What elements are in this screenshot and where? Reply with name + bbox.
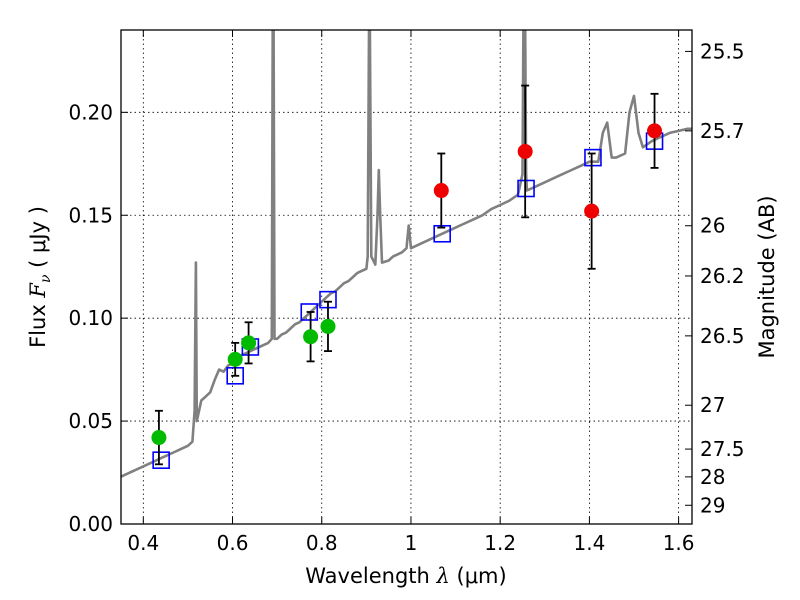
y-axis-title: Flux Fν ( μJy ) xyxy=(26,206,54,348)
x-tick-label: 1.2 xyxy=(484,531,516,555)
y-tick-label: 0.15 xyxy=(68,203,113,227)
y-tick-label: 0.00 xyxy=(68,512,113,536)
right-tick-label: 25.7 xyxy=(700,119,745,143)
optical-data-point xyxy=(303,329,319,345)
x-tick-label: 0.4 xyxy=(127,531,159,555)
x-tick-label: 0.6 xyxy=(217,531,249,555)
x-tick-label: 0.8 xyxy=(306,531,338,555)
right-tick-label: 26.2 xyxy=(700,264,745,288)
right-tick-label: 26.5 xyxy=(700,324,745,348)
plot-frame xyxy=(120,29,693,525)
optical-data-point xyxy=(151,430,167,446)
x-tick-label: 1.4 xyxy=(573,531,605,555)
model-photometry-square xyxy=(584,148,602,167)
marker-layer xyxy=(151,84,664,469)
x-tick-label: 1.6 xyxy=(663,531,695,555)
right-tick-label: 27.5 xyxy=(700,437,745,461)
plot-background xyxy=(121,30,692,524)
y-tick-label: 0.10 xyxy=(68,306,113,330)
right-tick-label: 29 xyxy=(700,493,725,517)
right-tick-label: 25.5 xyxy=(700,39,745,63)
right-tick-label: 27 xyxy=(700,393,725,417)
x-axis-title: Wavelength λ (μm) xyxy=(305,564,506,588)
spectrum-line xyxy=(121,30,692,478)
nir-data-point xyxy=(584,203,600,219)
y-tick-label: 0.20 xyxy=(68,100,113,124)
nir-data-point xyxy=(647,123,663,139)
nir-data-point xyxy=(433,183,449,199)
x-tick-label: 1 xyxy=(405,531,418,555)
data-layer xyxy=(121,30,692,478)
right-tick-label: 28 xyxy=(700,465,725,489)
optical-data-point xyxy=(227,351,243,367)
model-photometry-square xyxy=(300,303,319,321)
optical-data-point xyxy=(320,318,336,334)
y-tick-label: 0.05 xyxy=(68,409,113,433)
ticks: 0.4 0.6 0.8 1 1.2 1.4 1.6 0.00 0.05 0.10 0.15 0.20 2… xyxy=(68,30,745,555)
model-photometry-square xyxy=(152,451,170,469)
optical-data-point xyxy=(241,335,257,351)
right-axis-title: Magnitude (AB) xyxy=(755,195,779,358)
right-tick-label: 26 xyxy=(700,214,725,238)
nir-data-point xyxy=(517,143,533,159)
